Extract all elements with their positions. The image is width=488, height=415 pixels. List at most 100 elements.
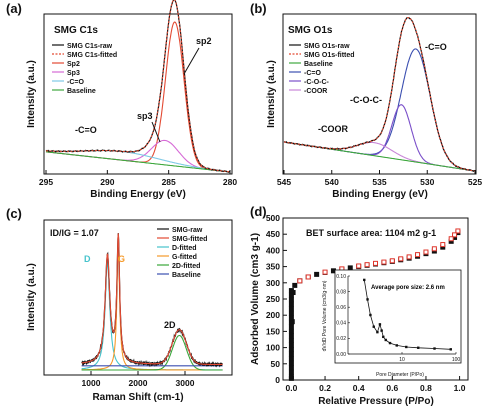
x-tick-label: 280: [223, 177, 237, 187]
legend-label-baseline: Baseline: [172, 272, 201, 279]
legend-label-g: G-fitted: [172, 254, 197, 261]
panel-a-label: (a): [6, 1, 22, 16]
panel-b-annotation-co: -C=O: [425, 42, 447, 52]
panel-d-surface-area-label: BET surface area: 1104 m2 g-1: [306, 228, 436, 238]
legend-label-raw: SMG C1s-raw: [67, 43, 113, 50]
panel-d-x-axis-title: Relative Pressure (P/Po): [318, 396, 434, 407]
point-desorption: [305, 274, 311, 280]
x-tick-label: 3000: [176, 378, 195, 388]
component-curve-coc: [283, 104, 476, 172]
legend-label-fitted: SMG O1s-fitted: [304, 52, 355, 59]
x-tick-label: 545: [277, 177, 291, 187]
point-adsorption: [288, 319, 294, 325]
x-tick-label: 290: [100, 177, 114, 187]
panel-a-x-axis-title: Binding Energy (eV): [90, 189, 186, 200]
legend-label-raw: SMG-raw: [172, 227, 203, 234]
panel-a-annotation-sp2: sp2: [196, 36, 212, 46]
point-desorption: [297, 278, 303, 284]
x-tick-label: 295: [39, 177, 53, 187]
point-adsorption: [314, 271, 320, 277]
panel-c-ratio-label: ID/IG = 1.07: [50, 228, 99, 238]
panel-b-y-axis-title: Intensity (a.u.): [266, 60, 277, 128]
panel-d: (d) BET surface area: 1104 m2 g-1 0.0 0.2…: [250, 204, 469, 407]
panel-a-annotation-co: -C=O: [75, 125, 97, 135]
point-adsorption: [288, 374, 294, 380]
inset-point: [384, 338, 387, 342]
point-adsorption: [288, 310, 294, 316]
x-tick-label: 0.8: [420, 383, 432, 393]
inset-x-tick-label: 10: [399, 357, 405, 363]
legend-label-coc: -C-O-C-: [304, 79, 330, 86]
point-adsorption: [288, 315, 294, 321]
x-tick-label: 525: [468, 177, 482, 187]
y-tick-label: 200: [266, 310, 280, 320]
panel-a-curves: [45, 0, 231, 173]
inset-y-tick-label: 0.00: [336, 352, 346, 358]
point-adsorption: [288, 351, 294, 357]
panel-b-x-ticks: 545 540 535 530 525: [277, 170, 482, 187]
y-tick-label: 150: [266, 326, 280, 336]
panel-c: (c) ID/IG = 1.07 1000 2000 3000 Raman Shif…: [6, 206, 233, 403]
inset-point: [363, 278, 366, 282]
inset-point: [366, 298, 369, 301]
panel-a-arrow-sp3: [151, 121, 161, 143]
component-curve-2d: [81, 334, 223, 371]
point-adsorption: [288, 337, 294, 343]
y-tick-label: 0: [275, 375, 280, 385]
panel-d-points: [288, 228, 461, 381]
point-adsorption: [288, 297, 294, 303]
y-tick-label: 300: [266, 278, 280, 288]
panel-c-label: (c): [6, 206, 22, 221]
point-adsorption: [288, 342, 294, 348]
point-adsorption: [288, 333, 294, 339]
point-desorption: [455, 228, 461, 234]
x-tick-label: 1000: [82, 378, 101, 388]
panel-d-axes: 0.0 0.2 0.4 0.6 0.8 1.0 0 50 100 150 200 250 300 350 4…: [266, 213, 466, 393]
fitted-curve: [45, 0, 231, 173]
point-adsorption: [288, 369, 294, 375]
y-tick-label: 50: [271, 359, 281, 369]
panel-a-y-axis-title: Intensity (a.u.): [26, 60, 37, 128]
point-desorption: [381, 259, 387, 265]
panel-a-title: SMG C1s: [54, 25, 98, 36]
x-tick-label: 0.2: [319, 383, 331, 393]
point-desorption: [452, 232, 458, 238]
component-curve-d: [81, 260, 223, 371]
panel-b: (b) SMG O1s 545 540 535 530 525 Binding Ener…: [250, 1, 482, 200]
panel-b-x-axis-title: Binding Energy (eV): [332, 189, 428, 200]
raw-curve: [81, 233, 224, 368]
point-desorption: [373, 260, 378, 266]
legend-label-fitted: SMG-fitted: [172, 236, 207, 243]
inset-y-axis-title: dV/dD Pore Volume (cm3/g·nm): [322, 280, 328, 351]
inset-y-tick-label: 0.04: [336, 321, 346, 327]
inset-frame: [334, 269, 462, 364]
point-desorption: [431, 246, 437, 252]
inset-point: [395, 344, 398, 347]
inset-point: [372, 325, 375, 328]
panel-d-y-axis-title: Adsorbed Volume (cm3 g-1): [250, 233, 261, 365]
panel-a-x-ticks: 295 290 285 280: [39, 170, 237, 187]
point-adsorption: [288, 365, 294, 371]
inset-point: [376, 330, 379, 334]
panel-c-y-axis-title: Intensity (a.u.): [26, 263, 37, 331]
panel-b-title: SMG O1s: [288, 25, 333, 36]
point-desorption: [406, 254, 412, 260]
point-adsorption: [288, 356, 294, 362]
inset-y-tick-label: 0.06: [336, 305, 346, 311]
point-adsorption: [347, 265, 353, 271]
legend-label-co: -C=O: [67, 79, 84, 86]
x-tick-label: 2000: [129, 378, 148, 388]
point-desorption: [440, 242, 446, 248]
inset-point: [380, 329, 383, 332]
point-adsorption: [288, 292, 294, 298]
panel-d-inset: Average pore size: 2.6 nm 0.000.020.040.…: [322, 269, 462, 378]
point-adsorption: [288, 324, 294, 330]
point-desorption: [364, 262, 370, 268]
x-tick-label: 535: [372, 177, 386, 187]
x-tick-label: 530: [420, 177, 434, 187]
point-desorption: [322, 269, 328, 275]
inset-y-tick-label: 0.08: [336, 289, 346, 295]
point-desorption: [356, 263, 362, 269]
panel-c-annotation-d: D: [84, 254, 91, 264]
